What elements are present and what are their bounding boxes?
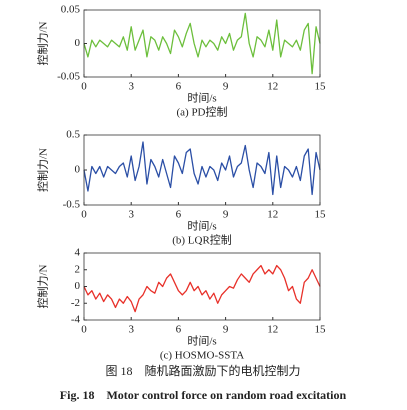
x-tick-label: 0: [81, 81, 87, 93]
y-tick-label: -2: [71, 297, 80, 309]
y-tick-label: 0: [75, 37, 81, 49]
subplot-caption: (b) LQR控制: [172, 233, 232, 247]
y-tick-label: 4: [75, 247, 81, 259]
x-tick-label: 12: [267, 324, 278, 336]
y-tick-label: 0.05: [61, 4, 81, 16]
y-axis-label: 控制力/N: [36, 21, 50, 65]
x-tick-label: 3: [128, 209, 134, 221]
y-tick-label: 0: [75, 164, 81, 176]
data-line: [83, 264, 321, 313]
axes-box: [83, 252, 321, 321]
subplot-caption: (c) HOSMO-SSTA: [160, 350, 244, 362]
x-tick-label: 9: [223, 209, 229, 221]
x-tick-label: 0: [81, 209, 87, 221]
x-tick-label: 12: [267, 81, 278, 93]
y-tick-label: 2: [75, 263, 81, 275]
x-tick-label: 15: [315, 324, 327, 336]
x-tick-label: 0: [81, 324, 87, 336]
y-axis-label: 控制力/N: [36, 264, 50, 308]
x-tick-label: 15: [315, 209, 327, 221]
x-tick-label: 9: [223, 324, 229, 336]
y-tick-label: -0.5: [63, 199, 81, 211]
figure-caption-en: Fig. 18 Motor control force on random ro…: [60, 388, 347, 402]
x-tick-label: 3: [128, 324, 134, 336]
x-tick-label: 6: [176, 209, 182, 221]
x-tick-label: 3: [128, 81, 134, 93]
data-line: [83, 12, 321, 75]
subplot-caption: (a) PD控制: [176, 105, 227, 119]
y-tick-label: 0.5: [66, 129, 80, 141]
axes-box: [83, 9, 321, 78]
y-tick-label: -4: [71, 314, 81, 326]
y-axis-label: 控制力/N: [36, 148, 50, 192]
y-tick-label: 0: [75, 280, 81, 292]
x-tick-label: 9: [223, 81, 229, 93]
x-axis-label: 时间/s: [187, 335, 216, 348]
x-tick-label: 12: [267, 209, 278, 221]
x-tick-label: 6: [176, 81, 182, 93]
x-tick-label: 15: [315, 81, 327, 93]
y-tick-label: -0.05: [57, 71, 80, 83]
x-axis-label: 时间/s: [187, 92, 216, 105]
figure-caption-zh: 图 18 随机路面激励下的电机控制力: [105, 363, 300, 378]
x-axis-label: 时间/s: [187, 220, 216, 233]
x-tick-label: 6: [176, 324, 182, 336]
data-line: [83, 141, 321, 196]
